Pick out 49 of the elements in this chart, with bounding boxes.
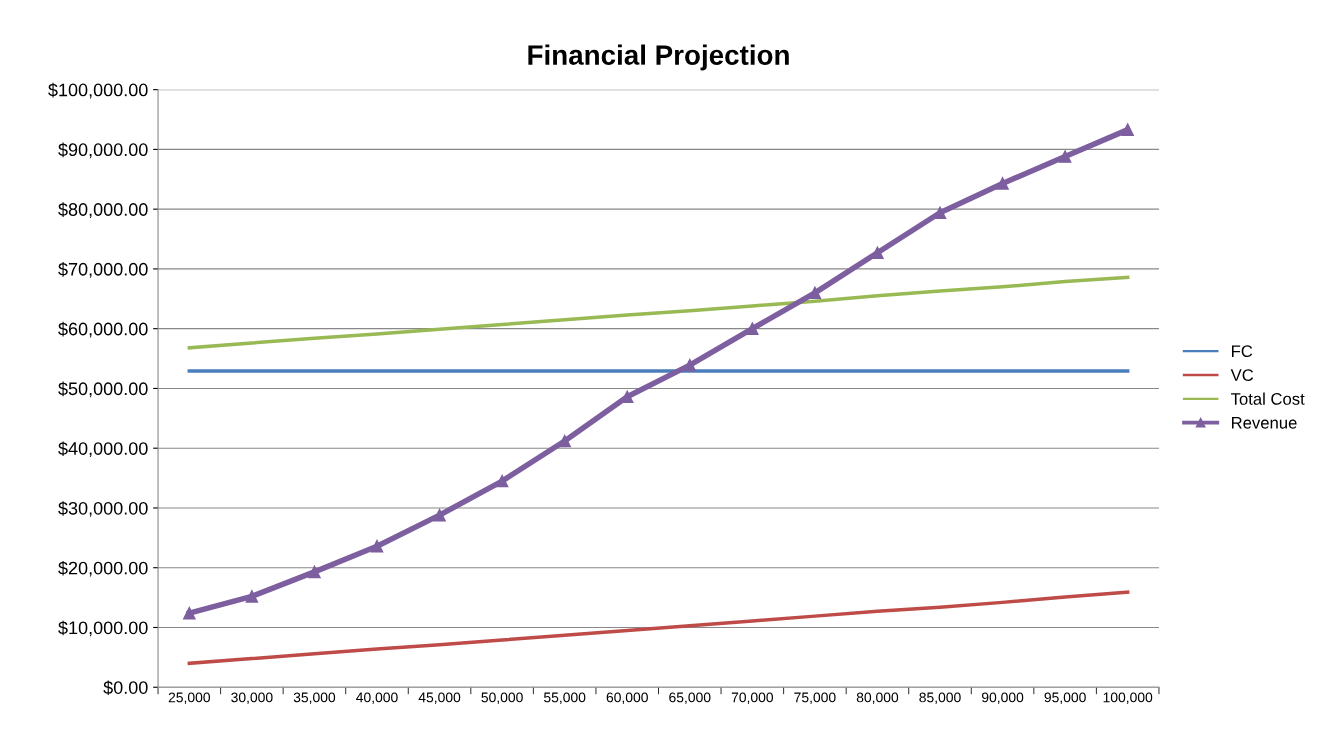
x-tick-label: 80,000 xyxy=(856,692,899,704)
x-tick-label: 40,000 xyxy=(356,692,398,704)
x-tick-label: 30,000 xyxy=(231,692,273,704)
point xyxy=(1121,123,1134,136)
y-tick-label: $70,000.00 xyxy=(58,262,148,278)
chart-title: Financial Projection xyxy=(528,44,789,71)
x-tick-label: 75,000 xyxy=(794,692,836,704)
x-tick-label: 70,000 xyxy=(731,692,774,704)
point xyxy=(683,358,697,372)
point xyxy=(433,508,446,522)
x-tick-label: 95,000 xyxy=(1044,692,1086,704)
legend-label: FC xyxy=(1232,345,1253,358)
x-tick-label: 50,000 xyxy=(481,692,523,704)
y-tick-label: $80,000.00 xyxy=(58,202,148,219)
x-tick-label: 55,000 xyxy=(543,692,586,704)
point xyxy=(808,286,822,300)
y-tick-label: $40,000.00 xyxy=(58,441,148,458)
y-tick-label: $100,000.00 xyxy=(48,82,148,99)
x-tick-label: 60,000 xyxy=(606,692,648,704)
x-tick-label: 90,000 xyxy=(981,692,1024,704)
line-series xyxy=(187,590,1130,666)
x-tick-label: 65,000 xyxy=(669,692,711,704)
x-tick-label: 25,000 xyxy=(168,692,211,704)
point xyxy=(746,322,759,335)
point xyxy=(245,590,259,603)
point xyxy=(996,177,1009,190)
point xyxy=(183,606,196,620)
x-tick-label: 45,000 xyxy=(418,692,461,704)
x-tick-label: 100,000 xyxy=(1103,692,1153,704)
legend-label: Total Cost xyxy=(1231,392,1305,405)
y-tick-label: $60,000.00 xyxy=(58,321,148,338)
legend-label: Revenue xyxy=(1232,417,1297,429)
y-tick-label: $30,000.00 xyxy=(58,501,148,517)
point xyxy=(1058,150,1072,163)
x-tick-label: 35,000 xyxy=(293,692,336,704)
legend-label: VC xyxy=(1230,369,1254,381)
point xyxy=(933,206,947,219)
point xyxy=(871,246,884,260)
y-tick-label: $90,000.00 xyxy=(58,142,148,159)
y-tick-label: $10,000.00 xyxy=(58,620,148,637)
y-tick-label: $0.00 xyxy=(103,680,148,696)
line-series xyxy=(187,275,1130,350)
y-tick-label: $50,000.00 xyxy=(58,381,148,398)
point xyxy=(370,539,384,553)
point xyxy=(495,474,509,488)
point xyxy=(558,434,571,448)
point xyxy=(308,565,321,579)
x-tick-label: 85,000 xyxy=(919,692,961,704)
y-tick-label: $20,000.00 xyxy=(58,560,148,577)
